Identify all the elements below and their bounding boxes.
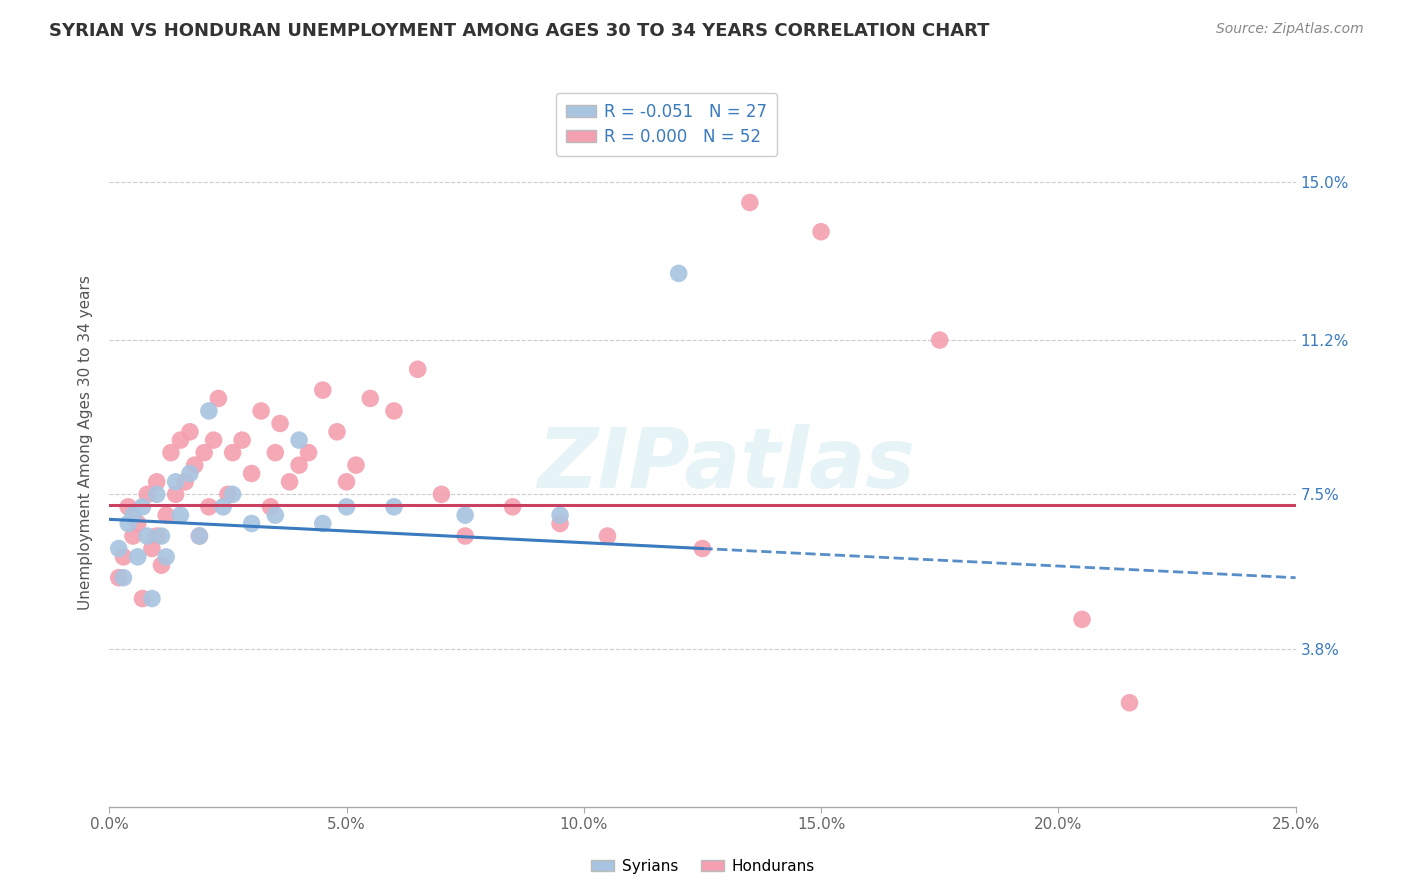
Point xyxy=(112,571,135,585)
Point xyxy=(112,549,135,564)
Point xyxy=(221,487,243,501)
Point xyxy=(174,475,197,489)
Point xyxy=(406,362,429,376)
Legend: Syrians, Hondurans: Syrians, Hondurans xyxy=(585,853,821,880)
Point xyxy=(548,516,571,531)
Point xyxy=(145,475,167,489)
Point xyxy=(179,425,201,439)
Point xyxy=(188,529,211,543)
Point xyxy=(155,549,177,564)
Point xyxy=(221,445,243,459)
Point xyxy=(430,487,453,501)
Point xyxy=(454,508,477,523)
Point xyxy=(202,433,225,447)
Point xyxy=(1071,612,1094,626)
Point xyxy=(288,458,311,472)
Point xyxy=(169,508,191,523)
Point xyxy=(264,445,287,459)
Point xyxy=(160,445,183,459)
Point xyxy=(335,475,357,489)
Point xyxy=(928,333,950,347)
Point xyxy=(454,529,477,543)
Point xyxy=(107,571,129,585)
Point xyxy=(193,445,215,459)
Point xyxy=(169,433,191,447)
Point xyxy=(117,500,139,514)
Point xyxy=(269,417,291,431)
Point xyxy=(810,225,832,239)
Point xyxy=(382,404,405,418)
Point xyxy=(278,475,301,489)
Point xyxy=(117,516,139,531)
Point xyxy=(297,445,319,459)
Point xyxy=(382,500,405,514)
Text: ZIPatlas: ZIPatlas xyxy=(537,424,915,505)
Point xyxy=(141,591,163,606)
Point xyxy=(207,392,229,406)
Point xyxy=(502,500,524,514)
Point xyxy=(344,458,367,472)
Point xyxy=(165,487,187,501)
Point xyxy=(596,529,619,543)
Point xyxy=(259,500,281,514)
Point xyxy=(183,458,205,472)
Point xyxy=(198,404,221,418)
Point xyxy=(165,475,187,489)
Point xyxy=(359,392,381,406)
Point xyxy=(288,433,311,447)
Point xyxy=(122,508,145,523)
Point xyxy=(312,383,335,397)
Legend: R = -0.051   N = 27, R = 0.000   N = 52: R = -0.051 N = 27, R = 0.000 N = 52 xyxy=(557,93,778,156)
Point xyxy=(136,487,159,501)
Point xyxy=(1118,696,1140,710)
Point xyxy=(692,541,714,556)
Point xyxy=(145,529,167,543)
Point xyxy=(335,500,357,514)
Point xyxy=(127,549,149,564)
Point xyxy=(326,425,349,439)
Point xyxy=(150,558,173,573)
Point xyxy=(312,516,335,531)
Point xyxy=(548,508,571,523)
Y-axis label: Unemployment Among Ages 30 to 34 years: Unemployment Among Ages 30 to 34 years xyxy=(79,275,93,609)
Point xyxy=(738,195,761,210)
Point xyxy=(155,508,177,523)
Point xyxy=(141,541,163,556)
Point xyxy=(250,404,273,418)
Point xyxy=(264,508,287,523)
Point xyxy=(127,516,149,531)
Point xyxy=(212,500,235,514)
Point xyxy=(179,467,201,481)
Point xyxy=(188,529,211,543)
Point xyxy=(136,529,159,543)
Point xyxy=(198,500,221,514)
Point xyxy=(107,541,129,556)
Point xyxy=(131,591,153,606)
Point xyxy=(150,529,173,543)
Point xyxy=(145,487,167,501)
Point xyxy=(240,516,263,531)
Text: SYRIAN VS HONDURAN UNEMPLOYMENT AMONG AGES 30 TO 34 YEARS CORRELATION CHART: SYRIAN VS HONDURAN UNEMPLOYMENT AMONG AG… xyxy=(49,22,990,40)
Text: Source: ZipAtlas.com: Source: ZipAtlas.com xyxy=(1216,22,1364,37)
Point xyxy=(668,266,690,280)
Point xyxy=(231,433,253,447)
Point xyxy=(131,500,153,514)
Point xyxy=(217,487,239,501)
Point xyxy=(240,467,263,481)
Point xyxy=(122,529,145,543)
